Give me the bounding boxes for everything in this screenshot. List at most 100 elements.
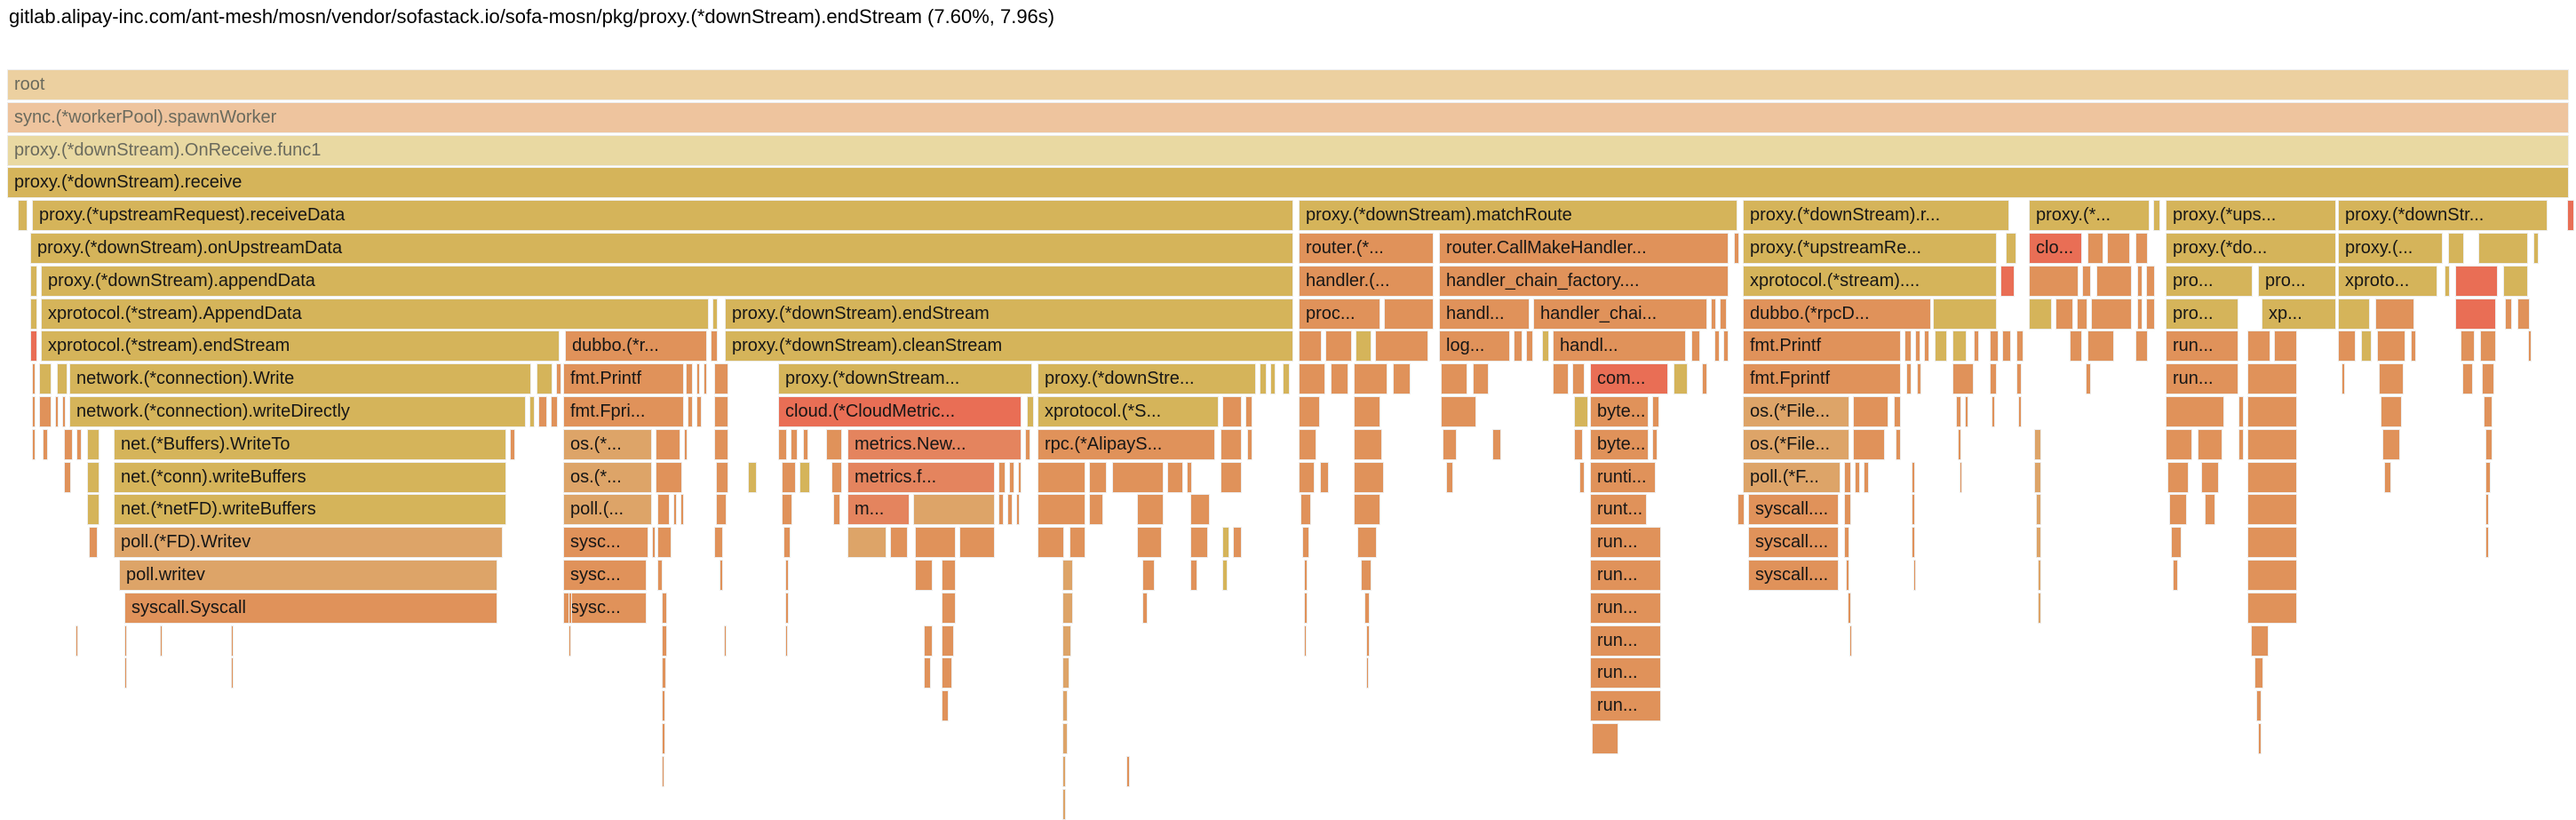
flame-frame-small[interactable] — [1304, 592, 1308, 624]
flame-frame-small[interactable] — [1062, 657, 1069, 689]
flame-frame[interactable]: fmt.Fprintf — [1743, 363, 1901, 395]
flame-frame[interactable]: os.(*File... — [1743, 396, 1849, 427]
flame-frame-small[interactable] — [2038, 560, 2041, 591]
flame-frame-small[interactable] — [1702, 363, 1707, 395]
flame-frame-small[interactable] — [2002, 330, 2011, 362]
flame-frame-small[interactable] — [1965, 396, 1968, 427]
flame-frame-small[interactable] — [2461, 330, 2475, 362]
flame-frame-small[interactable] — [1574, 396, 1588, 427]
flame-frame-small[interactable] — [2448, 233, 2464, 264]
flame-frame-small[interactable] — [1992, 396, 1995, 427]
flame-frame-small[interactable] — [1069, 527, 1085, 559]
flame-frame-small[interactable] — [1714, 330, 1720, 362]
flame-frame-small[interactable] — [2198, 428, 2222, 460]
flame-frame-small[interactable] — [87, 428, 99, 460]
flame-frame-small[interactable] — [32, 396, 36, 427]
flame-frame-small[interactable] — [2029, 298, 2052, 330]
flame-frame-small[interactable] — [2167, 461, 2189, 493]
flame-frame[interactable]: poll.(*F... — [1743, 461, 1841, 493]
flame-frame-small[interactable] — [657, 527, 672, 559]
flame-frame-small[interactable] — [1062, 723, 1068, 754]
flame-frame-small[interactable] — [1849, 625, 1852, 657]
flame-frame-small[interactable] — [2503, 265, 2528, 297]
flame-frame-small[interactable] — [2137, 265, 2143, 297]
flame-frame-small[interactable] — [1038, 527, 1064, 559]
flame-frame-small[interactable] — [39, 363, 52, 395]
flame-frame-small[interactable] — [656, 428, 680, 460]
flame-frame-small[interactable] — [2411, 330, 2416, 362]
flame-frame-small[interactable] — [2338, 298, 2370, 330]
flame-frame-small[interactable] — [1958, 428, 1961, 460]
flame-frame[interactable]: handler_chai... — [1533, 298, 1707, 330]
flame-frame[interactable]: handl... — [1553, 330, 1686, 362]
flame-frame-small[interactable] — [76, 625, 78, 657]
flame-frame[interactable]: run... — [2166, 363, 2238, 395]
flame-frame[interactable]: metrics.New... — [847, 428, 1022, 460]
flame-frame[interactable]: dubbo.(*r... — [565, 330, 707, 362]
flame-frame-small[interactable] — [1990, 363, 1997, 395]
flame-frame-small[interactable] — [782, 494, 792, 526]
flame-frame-small[interactable] — [1220, 428, 1242, 460]
flame-frame-small[interactable] — [2173, 560, 2178, 591]
flame-frame-small[interactable] — [1354, 428, 1382, 460]
flame-frame-small[interactable] — [652, 527, 656, 559]
flame-frame[interactable]: rpc.(*AlipayS... — [1038, 428, 1215, 460]
flame-frame-small[interactable] — [32, 363, 36, 395]
flame-frame-small[interactable] — [2478, 233, 2528, 264]
flame-frame-small[interactable] — [799, 461, 810, 493]
flame-frame-small[interactable] — [2016, 363, 2022, 395]
flame-frame-small[interactable] — [1190, 494, 1210, 526]
flame-frame-small[interactable] — [1904, 330, 1912, 362]
flame-frame[interactable]: run... — [1590, 690, 1661, 722]
flame-frame-small[interactable] — [688, 396, 693, 427]
flame-frame-small[interactable] — [711, 330, 718, 362]
flame-frame-small[interactable] — [2029, 265, 2079, 297]
flame-frame-small[interactable] — [2135, 233, 2148, 264]
flame-frame-small[interactable] — [2036, 527, 2041, 559]
flame-frame[interactable]: xproto... — [2338, 265, 2437, 297]
flame-frame-small[interactable] — [2000, 265, 2015, 297]
flame-frame-small[interactable] — [1734, 233, 1739, 264]
flame-frame-small[interactable] — [2251, 625, 2269, 657]
flame-frame-small[interactable] — [942, 657, 952, 689]
flame-frame-small[interactable] — [783, 527, 791, 559]
flame-frame[interactable]: run... — [1590, 592, 1661, 624]
flame-frame-small[interactable] — [529, 396, 535, 427]
flame-frame-small[interactable] — [1864, 461, 1869, 493]
flame-frame-small[interactable] — [1446, 461, 1453, 493]
flame-frame-small[interactable] — [782, 461, 796, 493]
flame-frame-small[interactable] — [2038, 592, 2041, 624]
flame-frame-small[interactable] — [1691, 330, 1700, 362]
flame-frame-small[interactable] — [942, 560, 956, 591]
flame-frame-small[interactable] — [1018, 461, 1022, 493]
flame-frame-small[interactable] — [1956, 396, 1961, 427]
flame-frame[interactable]: run... — [2166, 330, 2238, 362]
flame-frame[interactable]: network.(*connection).writeDirectly — [69, 396, 526, 427]
flame-frame-small[interactable] — [2036, 494, 2041, 526]
flame-frame-small[interactable] — [1853, 396, 1888, 427]
flame-frame[interactable]: proxy.(*do... — [2166, 233, 2336, 264]
flame-frame-small[interactable] — [720, 560, 723, 591]
flame-frame[interactable]: xp... — [2262, 298, 2336, 330]
flame-frame[interactable]: handl... — [1439, 298, 1530, 330]
flame-frame-small[interactable] — [1853, 428, 1885, 460]
flame-frame-small[interactable] — [18, 200, 28, 232]
flame-frame-small[interactable] — [1137, 527, 1162, 559]
flame-frame-small[interactable] — [662, 755, 664, 787]
flame-frame[interactable]: clo... — [2029, 233, 2082, 264]
flame-frame-small[interactable] — [924, 625, 933, 657]
flame-frame-small[interactable] — [2381, 396, 2402, 427]
flame-frame-small[interactable] — [2137, 298, 2143, 330]
flame-frame-small[interactable] — [510, 428, 515, 460]
flame-frame-small[interactable] — [785, 625, 788, 657]
flame-frame[interactable]: os.(*... — [563, 428, 652, 460]
flame-frame-small[interactable] — [1913, 560, 1916, 591]
flame-frame-small[interactable] — [1960, 461, 1962, 493]
flame-frame-small[interactable] — [1270, 363, 1276, 395]
flame-frame-small[interactable] — [791, 428, 798, 460]
flame-frame[interactable]: proxy.(*... — [2029, 200, 2150, 232]
flame-frame-small[interactable] — [1952, 363, 1974, 395]
flame-frame[interactable]: fmt.Fpri... — [563, 396, 684, 427]
flame-frame-small[interactable] — [2480, 330, 2496, 362]
flame-frame-small[interactable] — [785, 560, 789, 591]
